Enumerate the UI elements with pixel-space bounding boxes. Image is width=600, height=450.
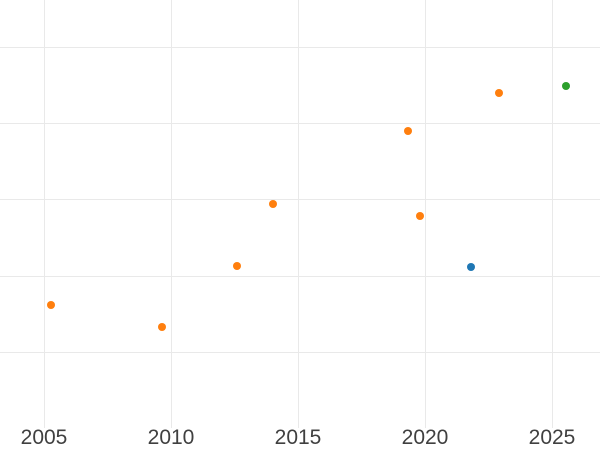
data-point-blue <box>466 263 475 272</box>
h-gridline <box>0 276 600 277</box>
data-point-orange <box>233 261 242 270</box>
x-tick-label: 2005 <box>20 426 68 449</box>
x-tick-label: 2025 <box>528 426 576 449</box>
v-gridline <box>44 0 45 428</box>
v-gridline <box>552 0 553 428</box>
data-point-orange <box>47 301 56 310</box>
data-point-green <box>562 81 571 90</box>
data-point-orange <box>269 199 278 208</box>
data-point-orange <box>403 126 412 135</box>
x-tick-label: 2020 <box>401 426 449 449</box>
v-gridline <box>171 0 172 428</box>
data-point-orange <box>158 322 167 331</box>
data-point-orange <box>494 88 503 97</box>
v-gridline <box>298 0 299 428</box>
h-gridline <box>0 199 600 200</box>
data-point-orange <box>415 212 424 221</box>
x-tick-label: 2010 <box>147 426 195 449</box>
h-gridline <box>0 352 600 353</box>
v-gridline <box>425 0 426 428</box>
h-gridline <box>0 47 600 48</box>
x-tick-label: 2015 <box>274 426 322 449</box>
h-gridline <box>0 123 600 124</box>
